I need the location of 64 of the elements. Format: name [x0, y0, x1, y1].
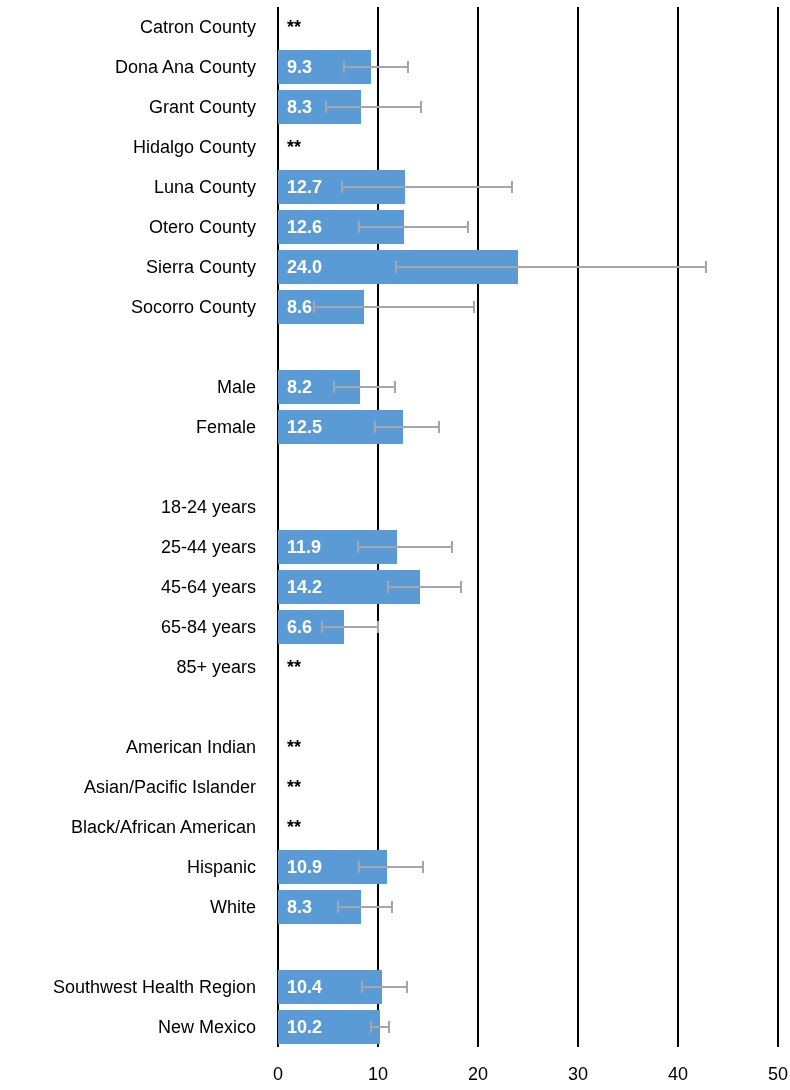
data-label: 10.9 [287, 857, 323, 878]
bar [278, 50, 371, 84]
x-tick-label: 30 [567, 1064, 589, 1084]
text: ** [287, 137, 302, 158]
text: ** [287, 657, 302, 678]
x-tick-label: 40 [667, 1064, 689, 1084]
text: ** [287, 817, 302, 838]
y-tick-label: White [209, 897, 256, 918]
y-tick-label: Catron County [139, 17, 256, 38]
data-label: 12.7 [287, 177, 323, 198]
x-tick-label: 50 [767, 1064, 789, 1084]
y-tick-label: 45-64 years [160, 577, 256, 598]
data-label: 8.3 [287, 97, 313, 118]
data-label: 9.3 [287, 57, 313, 78]
bar [278, 530, 397, 564]
bar [278, 970, 382, 1004]
bar [278, 90, 361, 124]
bar [278, 610, 344, 644]
data-label: 12.6 [287, 217, 323, 238]
bar [278, 1010, 380, 1044]
data-label: 6.6 [287, 617, 313, 638]
y-tick-label: Hispanic [186, 857, 256, 878]
y-tick-label: 65-84 years [160, 617, 256, 638]
y-tick-label: Otero County [148, 217, 256, 238]
data-label: 24.0 [287, 257, 323, 278]
data-label: 8.2 [287, 377, 313, 398]
y-tick-label: 25-44 years [160, 537, 256, 558]
y-tick-label: Black/African American [70, 817, 256, 838]
data-label: 8.3 [287, 897, 313, 918]
y-tick-label: Male [216, 377, 256, 398]
y-tick-label: American Indian [125, 737, 256, 758]
y-tick-label: 18-24 years [160, 497, 256, 518]
x-tick-label: 20 [467, 1064, 489, 1084]
text: ** [287, 737, 302, 758]
y-tick-label: 85+ years [176, 657, 256, 678]
bar [278, 250, 518, 284]
data-label: 12.5 [287, 417, 323, 438]
text: ** [287, 777, 302, 798]
y-tick-label: Asian/Pacific Islander [83, 777, 256, 798]
data-label: 14.2 [287, 577, 323, 598]
bar [278, 210, 404, 244]
y-tick-label: Female [195, 417, 256, 438]
y-tick-label: Luna County [153, 177, 256, 198]
y-tick-label: Sierra County [145, 257, 256, 278]
y-tick-label: Hidalgo County [132, 137, 256, 158]
y-tick-label: Grant County [148, 97, 256, 118]
data-label: 8.6 [287, 297, 313, 318]
data-label: 10.4 [287, 977, 323, 998]
bar [278, 410, 403, 444]
y-tick-label: Southwest Health Region [52, 977, 256, 998]
bar [278, 890, 361, 924]
bar [278, 370, 360, 404]
y-tick-label: Socorro County [130, 297, 256, 318]
y-tick-label: New Mexico [157, 1017, 256, 1038]
x-tick-label: 0 [272, 1064, 284, 1084]
bar [278, 850, 387, 884]
bar [278, 290, 364, 324]
data-label: 10.2 [287, 1017, 323, 1038]
bar [278, 570, 420, 604]
y-tick-label: Dona Ana County [114, 57, 256, 78]
bar [278, 170, 405, 204]
text: ** [287, 17, 302, 38]
x-tick-label: 10 [367, 1064, 389, 1084]
data-label: 11.9 [287, 537, 322, 558]
